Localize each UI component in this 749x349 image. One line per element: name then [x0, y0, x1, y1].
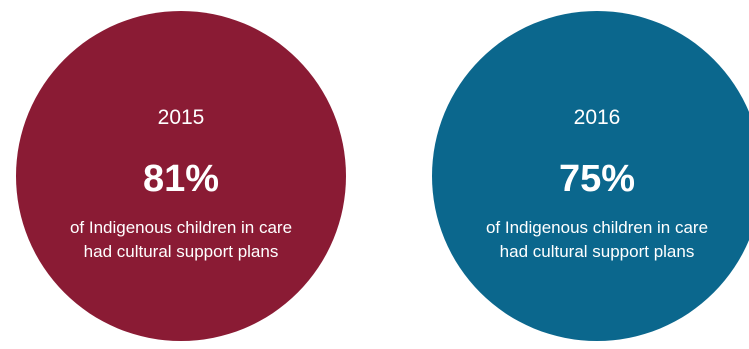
- description-line-1: of Indigenous children in care: [69, 218, 293, 237]
- description-line-2: had cultural support plans: [83, 242, 279, 261]
- year-label: 2016: [573, 106, 621, 129]
- year-label: 2015: [157, 106, 205, 129]
- percent-value: 75%: [558, 158, 636, 200]
- stat-circle-2016: 2016 75% of Indigenous children in care …: [432, 11, 749, 341]
- description: of Indigenous children in care had cultu…: [452, 216, 742, 264]
- description-line-1: of Indigenous children in care: [485, 218, 709, 237]
- description: of Indigenous children in care had cultu…: [36, 216, 326, 264]
- description-line-2: had cultural support plans: [499, 242, 695, 261]
- percent-value: 81%: [142, 158, 220, 200]
- stat-circle-2015: 2015 81% of Indigenous children in care …: [16, 11, 346, 341]
